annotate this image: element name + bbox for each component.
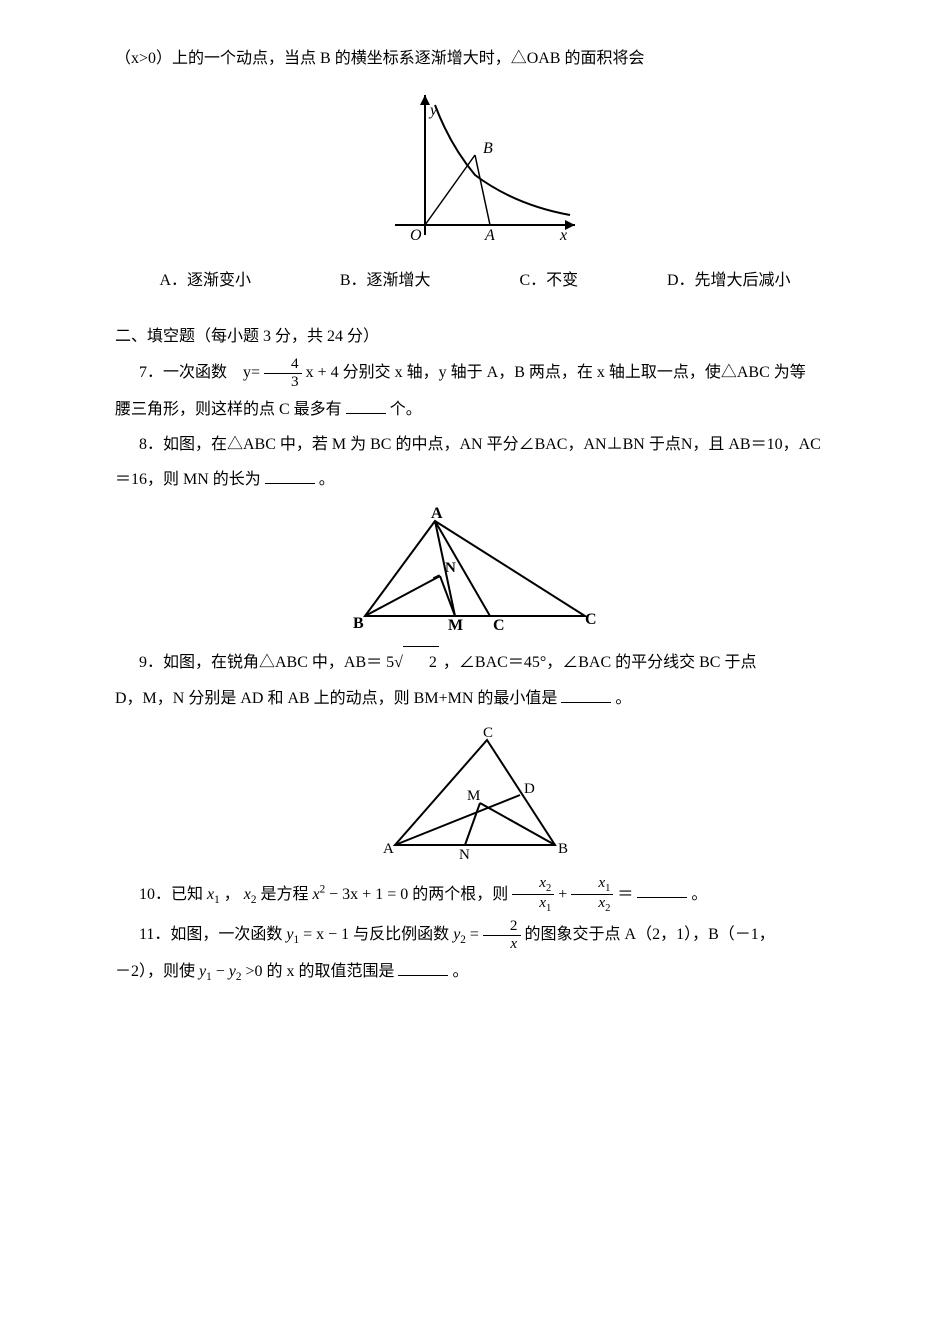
q10-post: 。 xyxy=(691,885,707,902)
q11-dy2: y xyxy=(229,963,236,980)
section-2-title: 二、填空题（每小题 3 分，共 24 分） xyxy=(115,321,835,353)
q10-plus: + xyxy=(558,885,571,902)
q11-y2-eqpre: = xyxy=(470,926,483,943)
svg-text:N: N xyxy=(459,847,470,863)
q9-line2-post: 。 xyxy=(615,690,631,707)
q10-x2: x xyxy=(244,885,251,902)
svg-text:y: y xyxy=(428,102,438,119)
q7-pre: 7．一次函数 y= xyxy=(139,364,260,381)
q10-f1d-v: x xyxy=(539,894,546,911)
q7-frac-den: 3 xyxy=(264,374,302,391)
q9-line1: 9．如图，在锐角△ABC 中，AB＝ 52 ，∠BAC＝45°，∠BAC 的平分… xyxy=(115,646,835,679)
q11-l2-pre: －2），则使 xyxy=(115,963,199,980)
q9-blank xyxy=(561,702,611,703)
q11-line1: 11．如图，一次函数 y1 = x − 1 与反比例函数 y2 = 2 x 的图… xyxy=(115,918,835,952)
svg-text:C: C xyxy=(585,611,597,628)
figure-hyperbola: y O A x B xyxy=(115,85,835,255)
q11-l2-post: 。 xyxy=(452,963,468,980)
q10-mid2: 是方程 xyxy=(260,885,312,902)
q10-f2d-s: 2 xyxy=(605,903,610,914)
q7-frac-num: 4 xyxy=(264,356,302,374)
option-c: C．不变 xyxy=(519,265,578,297)
q10-f1n-s: 2 xyxy=(546,883,551,894)
svg-text:C: C xyxy=(483,725,493,741)
q7-line2-post: 个。 xyxy=(390,401,422,418)
q6-options: A．逐渐变小 B．逐渐增大 C．不变 D．先增大后减小 xyxy=(115,265,835,297)
q11-dy2-s: 2 xyxy=(236,971,242,983)
q10-eq-x: x xyxy=(312,885,319,902)
q11-dy1-s: 1 xyxy=(206,971,212,983)
svg-text:O: O xyxy=(410,227,422,244)
figure-q9: A B C D M N xyxy=(115,725,835,865)
option-a: A．逐渐变小 xyxy=(159,265,251,297)
q7-line2: 腰三角形，则这样的点 C 最多有 个。 xyxy=(115,394,835,426)
q9-line2: D，M，N 分别是 AD 和 AB 上的动点，则 BM+MN 的最小值是 。 xyxy=(115,683,835,715)
svg-text:B: B xyxy=(558,841,568,857)
svg-text:M: M xyxy=(448,617,463,634)
q9-mid: ，∠BAC＝45°，∠BAC 的平分线交 BC 于点 xyxy=(443,654,757,671)
q11-blank xyxy=(398,975,448,976)
q11-line2: －2），则使 y1 − y2 >0 的 x 的取值范围是 。 xyxy=(115,956,835,989)
q10-eq-sq: 2 xyxy=(320,883,326,895)
svg-text:B: B xyxy=(483,140,493,157)
q10-x2-sub: 2 xyxy=(251,894,257,906)
q8-line2-pre: ＝16，则 MN 的长为 xyxy=(115,471,261,488)
q11-y1: y xyxy=(286,926,293,943)
q10-eq-mid: − 3x + 1 = 0 的两个根，则 xyxy=(329,885,512,902)
figure-q8: A B M C C N xyxy=(115,506,835,636)
sqrt-sign xyxy=(394,654,401,671)
q10-f1n-v: x xyxy=(539,874,546,891)
q9-coeff: 5 xyxy=(386,654,394,671)
q8-line1: 8．如图，在△ABC 中，若 M 为 BC 的中点，AN 平分∠BAC，AN⊥B… xyxy=(115,429,835,461)
q8-line2: ＝16，则 MN 的长为 。 xyxy=(115,464,835,496)
option-d: D．先增大后减小 xyxy=(667,265,791,297)
q10-blank xyxy=(637,897,687,898)
q9-ab-value: 52 xyxy=(386,654,443,671)
q10-frac2: x1 x2 xyxy=(571,875,613,915)
svg-text:A: A xyxy=(383,841,394,857)
q7-blank xyxy=(346,413,386,414)
q10-frac1: x2 x1 xyxy=(512,875,554,915)
q8-blank xyxy=(265,483,315,484)
q11-pre: 11．如图，一次函数 xyxy=(139,926,286,943)
q9-line2-pre: D，M，N 分别是 AD 和 AB 上的动点，则 BM+MN 的最小值是 xyxy=(115,690,557,707)
q7-line1: 7．一次函数 y= 4 3 x + 4 分别交 x 轴，y 轴于 A，B 两点，… xyxy=(115,356,835,390)
q10-x1-sub: 1 xyxy=(214,894,220,906)
svg-text:A: A xyxy=(431,506,443,522)
q8-line2-post: 。 xyxy=(319,471,335,488)
option-b: B．逐渐增大 xyxy=(340,265,431,297)
q11-frac-den: x xyxy=(510,935,517,952)
svg-text:D: D xyxy=(524,781,535,797)
q11-mid: 的图象交于点 A（2，1），B（－1， xyxy=(525,926,775,943)
q9-radical: 2 xyxy=(403,646,439,679)
q10-post-eq: ＝ xyxy=(617,885,633,902)
context-line: （x>0）上的一个动点，当点 B 的横坐标系逐渐增大时，△OAB 的面积将会 xyxy=(115,43,835,75)
q7-fraction: 4 3 xyxy=(264,356,302,390)
svg-text:A: A xyxy=(484,227,495,244)
q10-mid1: ， xyxy=(224,885,240,902)
svg-text:N: N xyxy=(445,560,456,576)
q11-y1-sub: 1 xyxy=(294,934,300,946)
svg-text:B: B xyxy=(353,615,364,632)
q9-pre: 9．如图，在锐角△ABC 中，AB＝ xyxy=(139,654,382,671)
svg-text:C: C xyxy=(493,617,505,634)
q7-line2-pre: 腰三角形，则这样的点 C 最多有 xyxy=(115,401,342,418)
q11-frac-num: 2 xyxy=(483,918,521,936)
q11-y2-sub: 2 xyxy=(460,934,466,946)
q10-f2n-s: 1 xyxy=(605,883,610,894)
q11-minus: − xyxy=(216,963,229,980)
q7-mid: x + 4 分别交 x 轴，y 轴于 A，B 两点，在 x 轴上取一点，使△AB… xyxy=(306,364,806,381)
q10-pre: 10．已知 xyxy=(139,885,207,902)
q11-frac: 2 x xyxy=(483,918,521,952)
q10: 10．已知 x1 ， x2 是方程 x2 − 3x + 1 = 0 的两个根，则… xyxy=(115,875,835,915)
svg-text:M: M xyxy=(467,788,480,804)
q11-y1-eq: = x − 1 与反比例函数 xyxy=(303,926,453,943)
q11-l2-mid: >0 的 x 的取值范围是 xyxy=(245,963,394,980)
svg-text:x: x xyxy=(559,227,567,244)
q10-f1d-s: 1 xyxy=(546,903,551,914)
